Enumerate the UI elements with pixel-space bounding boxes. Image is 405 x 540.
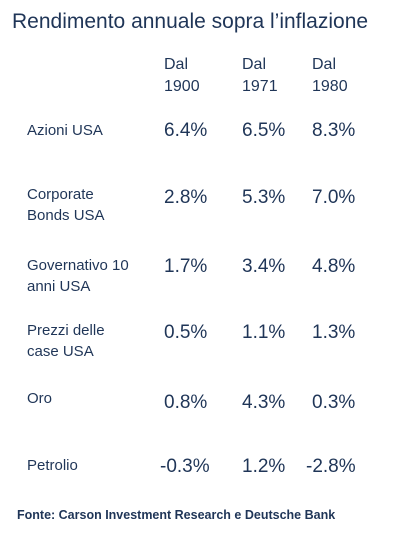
row-label-petrolio: Petrolio	[27, 455, 78, 476]
table-cell: 5.3%	[242, 187, 286, 208]
table-cell: 6.5%	[242, 120, 286, 141]
row-label-line: Governativo 10	[27, 257, 129, 274]
table-cell: 0.5%	[164, 322, 208, 343]
row-label-azioni-usa: Azioni USA	[27, 120, 103, 141]
row-label-oro: Oro	[27, 388, 52, 409]
table-cell: 4.3%	[242, 392, 286, 413]
column-header-line1: Dal	[164, 56, 189, 73]
column-header-line2: 1971	[242, 78, 278, 95]
table-cell: 0.8%	[164, 392, 208, 413]
table-cell: -2.8%	[306, 456, 356, 477]
row-label-line: anni USA	[27, 278, 91, 295]
column-header-line2: 1900	[164, 78, 200, 95]
table-cell: 1.2%	[242, 456, 286, 477]
row-label-line: case USA	[27, 343, 94, 360]
row-label-prezzi-case-usa: Prezzi delle case USA	[27, 320, 105, 362]
column-header-1971: Dal 1971	[242, 54, 278, 98]
table-title: Rendimento annuale sopra l’inflazione	[12, 10, 369, 33]
row-label-line: Azioni USA	[27, 122, 103, 139]
table-cell: 6.4%	[164, 120, 208, 141]
row-label-line: Bonds USA	[27, 207, 105, 224]
column-header-line2: 1980	[312, 78, 348, 95]
table-cell: 3.4%	[242, 256, 286, 277]
column-header-line1: Dal	[242, 56, 267, 73]
source-note: Fonte: Carson Investment Research e Deut…	[17, 508, 336, 522]
row-label-line: Oro	[27, 390, 53, 407]
table-cell: -0.3%	[160, 456, 210, 477]
column-header-1980: Dal 1980	[312, 54, 348, 98]
row-label-line: Corporate	[27, 186, 94, 203]
row-label-line: Prezzi delle	[27, 322, 105, 339]
table-cell: 1.1%	[242, 322, 286, 343]
row-label-governativo-10-anni-usa: Governativo 10 anni USA	[27, 255, 129, 297]
table-cell: 1.3%	[312, 322, 356, 343]
table-cell: 4.8%	[312, 256, 356, 277]
column-header-line1: Dal	[312, 56, 337, 73]
row-label-corporate-bonds-usa: Corporate Bonds USA	[27, 184, 105, 226]
row-label-line: Petrolio	[27, 457, 78, 474]
table-cell: 1.7%	[164, 256, 208, 277]
table-cell: 8.3%	[312, 120, 356, 141]
column-header-1900: Dal 1900	[164, 54, 200, 98]
table-cell: 7.0%	[312, 187, 356, 208]
table-cell: 0.3%	[312, 392, 356, 413]
table-cell: 2.8%	[164, 187, 208, 208]
